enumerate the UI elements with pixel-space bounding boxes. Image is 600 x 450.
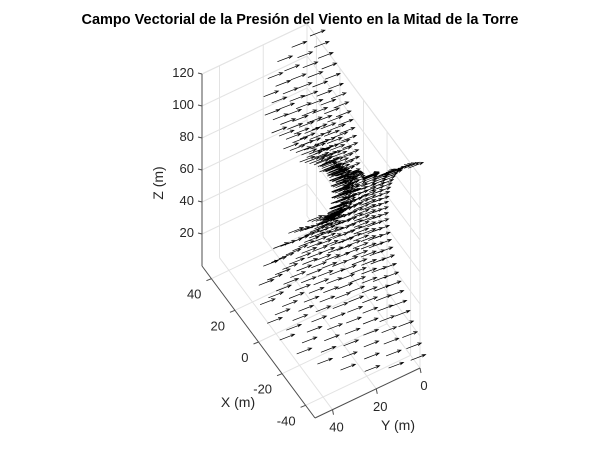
grid-line (201, 23, 308, 75)
z-tick-label: 40 (180, 193, 194, 208)
x-tick (253, 341, 259, 345)
z-tick (197, 72, 203, 75)
z-tick-label: 100 (172, 97, 194, 112)
x-tick (300, 404, 306, 408)
vector-arrows (258, 29, 427, 372)
tick-labels: 120 100 80 60 40 20 40 20 0 -20 -40 0 20 40 X (m) Y (m)… (150, 65, 428, 435)
grid-line (306, 119, 421, 273)
grid-line (201, 183, 308, 235)
y-tick (375, 388, 378, 394)
z-tick-label: 60 (180, 161, 194, 176)
grid-line (306, 23, 421, 177)
grid-line (306, 151, 421, 305)
grid-line (201, 55, 308, 107)
grid-lines (201, 23, 421, 410)
z-tick (197, 200, 203, 203)
y-tick-label: 20 (373, 399, 387, 414)
x-tick-label: 40 (187, 287, 201, 302)
z-tick (197, 104, 203, 107)
grid-line (219, 257, 333, 410)
y-tick-label: 0 (420, 378, 427, 393)
z-tick-label: 80 (180, 129, 194, 144)
z-tick (197, 232, 203, 235)
x-tick-label: -40 (277, 413, 296, 428)
grid-line (211, 228, 317, 280)
x-tick (276, 373, 283, 377)
z-tick-label: 20 (180, 225, 194, 240)
x-tick-label: 0 (241, 350, 248, 365)
y-tick (332, 409, 334, 415)
grid-line (201, 87, 308, 139)
z-tick (197, 136, 203, 139)
y-tick-label: 40 (329, 420, 343, 435)
grid-line (201, 151, 308, 203)
z-tick-label: 120 (172, 65, 194, 80)
y-axis-label: Y (m) (381, 417, 415, 433)
grid-line (262, 236, 377, 390)
z-tick (197, 168, 203, 171)
grid-line (281, 323, 388, 375)
x-tick (206, 278, 212, 282)
axes (197, 72, 422, 419)
x-tick-label: -20 (253, 382, 272, 397)
x-tick-label: 20 (210, 318, 224, 333)
x-tick (229, 309, 236, 313)
chart-title: Campo Vectorial de la Presión del Viento… (81, 12, 519, 28)
vector-field (258, 29, 427, 372)
x-axis-label: X (m) (221, 394, 255, 410)
z-axis-label: Z (m) (150, 166, 166, 199)
y-tick (419, 367, 422, 374)
